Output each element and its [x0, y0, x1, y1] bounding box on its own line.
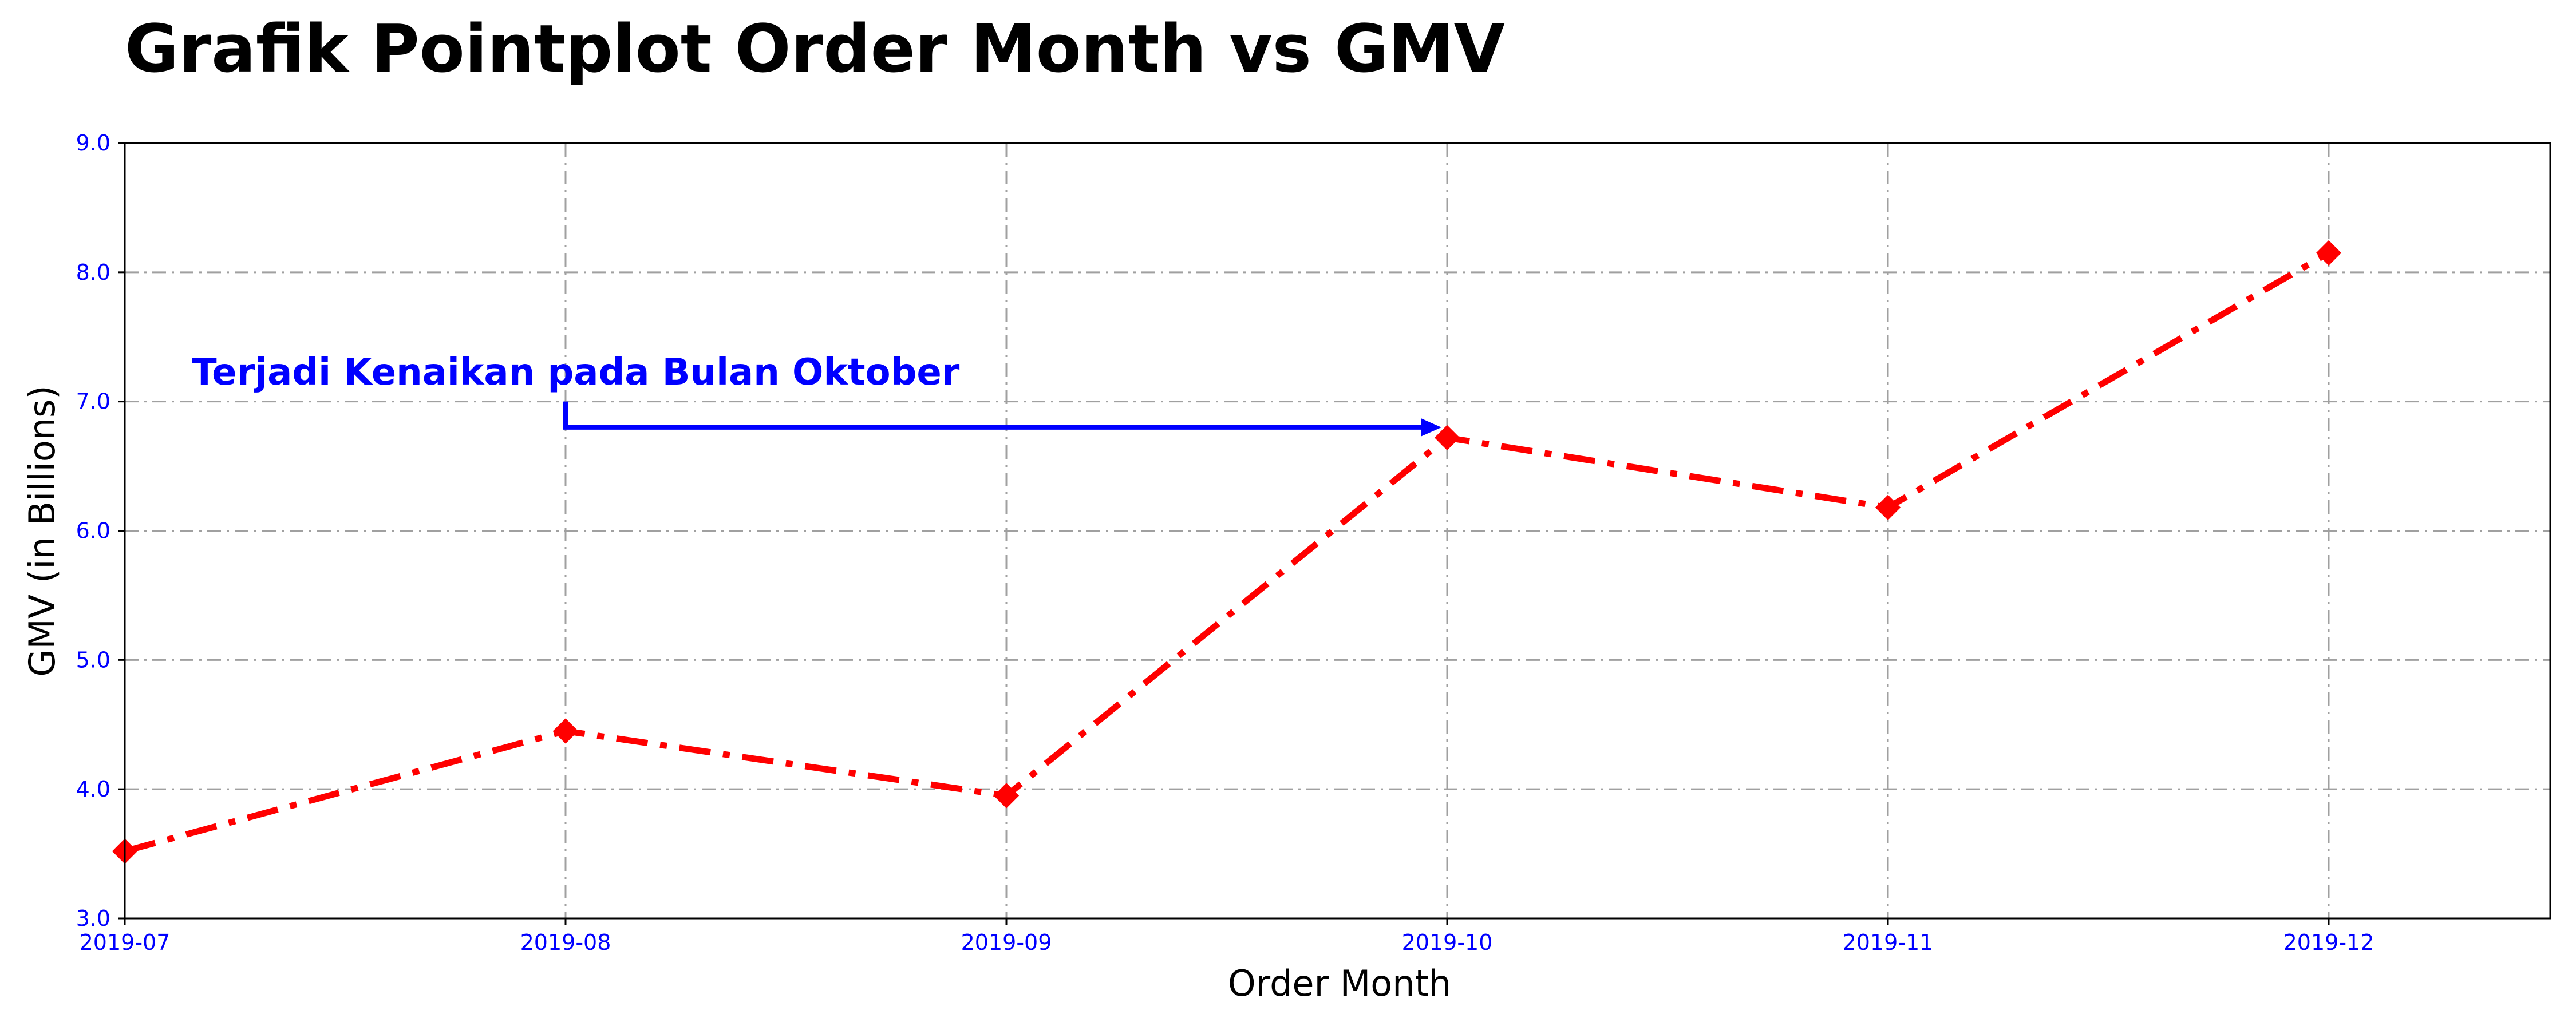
annotation-text: Terjadi Kenaikan pada Bulan Oktober	[192, 351, 960, 394]
x-tick-label: 2019-11	[1843, 930, 1934, 955]
y-tick-label: 7.0	[76, 389, 110, 414]
chart-title: Grafik Pointplot Order Month vs GMV	[125, 11, 1505, 88]
data-point-marker	[1875, 494, 1901, 520]
annotation-arrowhead	[1421, 418, 1441, 437]
annotation-arrow	[563, 401, 1425, 430]
data-point-marker	[993, 783, 1020, 809]
x-tick-label: 2019-07	[80, 930, 171, 955]
data-point-marker	[2316, 240, 2342, 266]
y-tick-label: 9.0	[76, 130, 110, 156]
x-tick-label: 2019-12	[2283, 930, 2374, 955]
x-tick-label: 2019-09	[961, 930, 1052, 955]
y-tick-label: 6.0	[76, 518, 110, 544]
x-tick-label: 2019-08	[520, 930, 611, 955]
x-axis-label: Order Month	[1228, 962, 1451, 1004]
y-axis-label: GMV (in Billions)	[21, 385, 63, 676]
y-tick-label: 4.0	[76, 777, 110, 802]
series-line	[124, 250, 2330, 854]
x-tick-label: 2019-10	[1402, 930, 1493, 955]
annotation-layer: Terjadi Kenaikan pada Bulan Oktober	[192, 351, 1441, 437]
grid-layer	[125, 143, 2550, 918]
plot-frame	[124, 142, 2551, 920]
y-tick-label: 3.0	[76, 906, 110, 931]
data-point-marker	[1434, 425, 1460, 451]
y-tick-label: 8.0	[76, 260, 110, 285]
tick-layer: 3.0 4.0 5.0 6.0 7.0 8.0 9.0 2019-07 2019-08 2019-…	[76, 130, 2374, 955]
series-layer	[112, 240, 2342, 864]
y-tick-label: 5.0	[76, 647, 110, 672]
data-point-marker	[552, 718, 579, 744]
